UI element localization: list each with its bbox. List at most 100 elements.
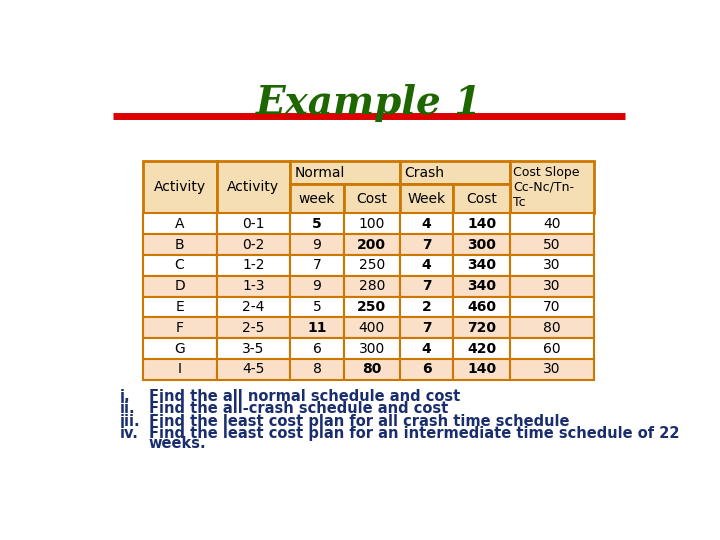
Text: I: I <box>178 362 181 376</box>
Text: D: D <box>174 279 185 293</box>
Text: ii.: ii. <box>120 401 135 416</box>
Bar <box>400 184 454 213</box>
Bar <box>400 318 454 338</box>
Text: 60: 60 <box>543 341 561 355</box>
Text: 7: 7 <box>422 279 431 293</box>
Bar <box>510 359 594 380</box>
Text: i.: i. <box>120 389 130 404</box>
Text: 11: 11 <box>307 321 327 335</box>
Text: Normal: Normal <box>295 166 346 180</box>
Bar <box>343 359 400 380</box>
Bar <box>290 184 343 213</box>
Text: 7: 7 <box>422 321 431 335</box>
Bar <box>143 213 217 234</box>
Bar <box>290 255 343 276</box>
Bar <box>217 161 290 213</box>
Bar <box>510 318 594 338</box>
Bar <box>510 161 594 213</box>
Bar <box>510 234 594 255</box>
Text: 7: 7 <box>312 258 321 272</box>
Bar <box>454 276 510 296</box>
Text: Find the all-crash schedule and cost: Find the all-crash schedule and cost <box>149 401 448 416</box>
Text: Cost Slope
Cc-Nc/Tn-
Tc: Cost Slope Cc-Nc/Tn- Tc <box>513 166 580 209</box>
Text: 300: 300 <box>467 238 496 252</box>
Text: 460: 460 <box>467 300 496 314</box>
Text: weeks.: weeks. <box>149 436 207 451</box>
Text: 340: 340 <box>467 279 496 293</box>
Bar <box>510 255 594 276</box>
Text: 250: 250 <box>357 300 387 314</box>
Text: 4: 4 <box>422 341 431 355</box>
Bar <box>454 184 510 213</box>
Text: G: G <box>174 341 185 355</box>
Text: 9: 9 <box>312 279 321 293</box>
Bar <box>400 234 454 255</box>
Text: Week: Week <box>408 192 446 206</box>
Bar <box>454 234 510 255</box>
Bar <box>217 338 290 359</box>
Bar <box>290 234 343 255</box>
Bar <box>343 338 400 359</box>
Bar <box>454 359 510 380</box>
Text: 80: 80 <box>362 362 382 376</box>
Text: A: A <box>175 217 184 231</box>
Bar <box>290 359 343 380</box>
Bar <box>400 296 454 318</box>
Text: 30: 30 <box>543 362 560 376</box>
Bar <box>510 276 594 296</box>
Text: 250: 250 <box>359 258 385 272</box>
Text: 4: 4 <box>422 217 431 231</box>
Bar <box>400 255 454 276</box>
Text: 720: 720 <box>467 321 496 335</box>
Text: 2-5: 2-5 <box>242 321 264 335</box>
Text: Cost: Cost <box>466 192 497 206</box>
Bar <box>217 255 290 276</box>
Bar <box>343 255 400 276</box>
Text: iii.: iii. <box>120 414 140 429</box>
Text: iv.: iv. <box>120 426 138 441</box>
Bar <box>400 338 454 359</box>
Bar <box>510 338 594 359</box>
Text: 4: 4 <box>422 258 431 272</box>
Bar <box>217 234 290 255</box>
Text: 2: 2 <box>422 300 431 314</box>
Text: Example 1: Example 1 <box>256 84 482 122</box>
Text: Find the least cost plan for all crash time schedule: Find the least cost plan for all crash t… <box>149 414 570 429</box>
Text: 30: 30 <box>543 279 560 293</box>
Text: 30: 30 <box>543 258 560 272</box>
Bar <box>400 213 454 234</box>
Text: 0-2: 0-2 <box>242 238 264 252</box>
Bar <box>343 213 400 234</box>
Text: Find the least cost plan for an intermediate time schedule of 22: Find the least cost plan for an intermed… <box>149 426 680 441</box>
Text: 8: 8 <box>312 362 321 376</box>
Bar <box>400 161 510 184</box>
Bar <box>510 213 594 234</box>
Bar <box>290 318 343 338</box>
Text: 1-3: 1-3 <box>242 279 265 293</box>
Text: 0-1: 0-1 <box>242 217 265 231</box>
Text: Find the all normal schedule and cost: Find the all normal schedule and cost <box>149 389 460 404</box>
Bar <box>217 318 290 338</box>
Bar <box>454 255 510 276</box>
Text: 6: 6 <box>312 341 321 355</box>
Bar <box>143 161 217 213</box>
Bar <box>343 234 400 255</box>
Bar <box>290 213 343 234</box>
Bar <box>143 234 217 255</box>
Text: Activity: Activity <box>153 180 206 194</box>
Text: 400: 400 <box>359 321 385 335</box>
Text: 1-2: 1-2 <box>242 258 265 272</box>
Bar <box>454 318 510 338</box>
Text: Crash: Crash <box>405 166 445 180</box>
Text: 50: 50 <box>543 238 560 252</box>
Bar <box>290 161 400 184</box>
Bar <box>454 338 510 359</box>
Bar <box>217 276 290 296</box>
Bar <box>343 276 400 296</box>
Text: 40: 40 <box>543 217 560 231</box>
Text: E: E <box>175 300 184 314</box>
Text: 300: 300 <box>359 341 385 355</box>
Bar <box>217 213 290 234</box>
Bar <box>454 213 510 234</box>
Text: F: F <box>176 321 184 335</box>
